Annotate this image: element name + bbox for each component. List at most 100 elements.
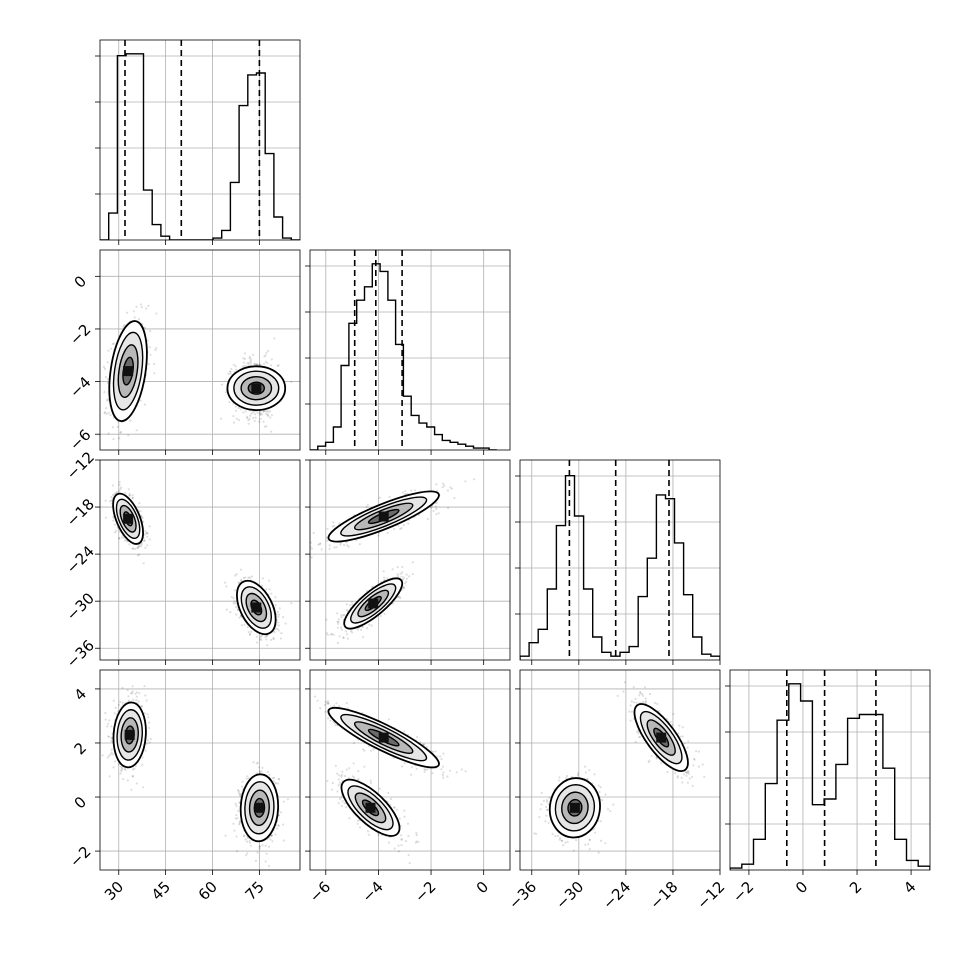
sample-point [119, 431, 122, 434]
sample-point [234, 405, 237, 408]
sample-point [232, 822, 235, 825]
sample-point [250, 412, 253, 415]
sample-point [247, 777, 250, 780]
sample-point [274, 833, 277, 836]
sample-point [107, 432, 110, 435]
sample-point [400, 575, 403, 578]
density-peak [368, 598, 379, 609]
sample-point [111, 426, 114, 429]
sample-point [335, 546, 338, 549]
sample-point [430, 506, 433, 509]
sample-point [147, 363, 150, 366]
sample-point [437, 512, 440, 515]
sample-point [131, 547, 134, 550]
sample-point [131, 692, 134, 695]
sample-point [277, 624, 281, 627]
sample-point [112, 699, 115, 702]
sample-point [351, 603, 354, 606]
sample-point [142, 786, 145, 789]
sample-point [147, 304, 150, 307]
sample-point [273, 631, 276, 634]
sample-point [383, 612, 386, 616]
sample-point [119, 700, 122, 704]
sample-point [400, 527, 403, 530]
sample-point [105, 407, 108, 410]
sample-point [278, 613, 281, 616]
sample-point [449, 486, 452, 489]
sample-point [310, 556, 313, 559]
sample-point [284, 622, 287, 625]
sample-point [113, 523, 117, 526]
sample-point [107, 722, 110, 725]
sample-point [113, 531, 117, 534]
sample-point [235, 606, 238, 609]
sample-point [244, 364, 247, 367]
sample-point [260, 413, 264, 416]
sample-point [118, 481, 121, 484]
sample-point [229, 372, 232, 376]
sample-point [342, 614, 345, 617]
sample-point [359, 628, 363, 632]
sample-point [249, 358, 253, 361]
sample-point [146, 339, 149, 342]
sample-point [110, 736, 113, 740]
sample-point [345, 633, 349, 636]
sample-point [266, 362, 269, 365]
sample-point [234, 365, 237, 368]
sample-point [256, 411, 259, 414]
sample-point [122, 465, 124, 467]
sample-point [264, 844, 267, 848]
sample-point [111, 484, 115, 487]
sample-point [240, 568, 243, 571]
sample-point [329, 633, 332, 636]
sample-point [270, 638, 273, 641]
sample-point [396, 573, 399, 576]
sample-point [123, 323, 126, 327]
sample-point [120, 768, 123, 771]
sample-point [262, 420, 265, 423]
sample-point [104, 499, 107, 502]
sample-point [136, 547, 139, 550]
sample-point [259, 636, 262, 639]
sample-point [255, 635, 259, 638]
sample-point [110, 737, 114, 740]
sample-point [237, 406, 240, 410]
sample-point [253, 413, 257, 416]
sample-point [270, 358, 273, 361]
sample-point [312, 531, 315, 535]
sample-point [138, 545, 141, 548]
sample-point [263, 362, 266, 365]
sample-point [399, 596, 402, 600]
sample-point [112, 438, 115, 441]
sample-point [328, 547, 331, 550]
sample-point [279, 637, 282, 640]
sample-point [140, 705, 144, 708]
sample-point [266, 413, 269, 416]
sample-point [453, 497, 456, 500]
sample-point [236, 850, 239, 853]
sample-point [107, 399, 110, 402]
sample-point [116, 425, 119, 428]
sample-point [110, 740, 113, 743]
sample-point [271, 840, 274, 843]
sample-point [253, 363, 256, 366]
sample-point [112, 519, 115, 522]
sample-point [146, 532, 149, 535]
sample-point [250, 630, 253, 633]
sample-point [242, 364, 245, 367]
sample-point [265, 638, 268, 641]
sample-point [264, 409, 267, 412]
sample-point [131, 494, 134, 497]
sample-point [227, 372, 230, 375]
sample-point [265, 635, 268, 638]
sample-point [269, 838, 272, 841]
sample-point [136, 546, 139, 549]
sample-point [232, 602, 235, 605]
sample-point [404, 582, 407, 585]
sample-point [259, 411, 262, 414]
sample-point [392, 602, 395, 605]
sample-point [247, 576, 250, 579]
sample-point [232, 415, 235, 418]
sample-point [252, 353, 255, 356]
sample-point [407, 522, 410, 525]
